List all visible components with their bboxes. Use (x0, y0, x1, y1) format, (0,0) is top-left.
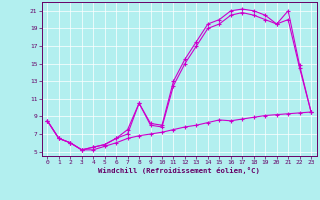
X-axis label: Windchill (Refroidissement éolien,°C): Windchill (Refroidissement éolien,°C) (98, 167, 260, 174)
